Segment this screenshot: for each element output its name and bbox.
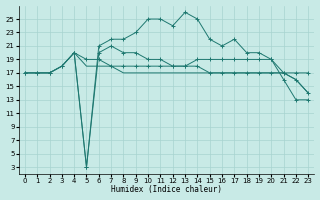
- X-axis label: Humidex (Indice chaleur): Humidex (Indice chaleur): [111, 185, 222, 194]
